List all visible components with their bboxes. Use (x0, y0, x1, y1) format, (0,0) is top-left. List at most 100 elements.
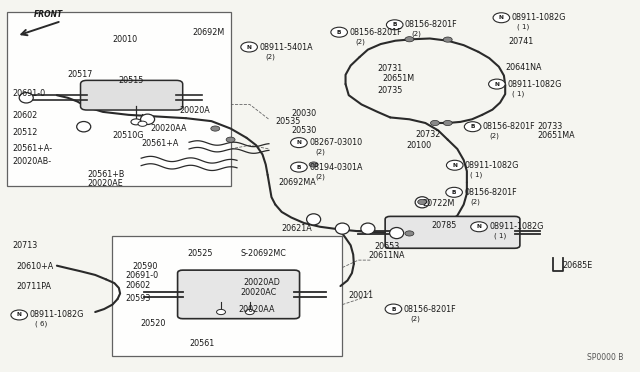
Text: 20512: 20512 (12, 128, 38, 137)
Text: (2): (2) (410, 315, 420, 321)
Text: 20651M: 20651M (383, 74, 415, 83)
Text: 20610+A: 20610+A (17, 262, 54, 271)
Ellipse shape (141, 114, 155, 125)
Text: B: B (392, 22, 397, 27)
Text: 20722M: 20722M (422, 199, 454, 208)
Text: 08156-8201F: 08156-8201F (405, 20, 458, 29)
Text: N: N (296, 140, 301, 145)
Text: 08911-1082G: 08911-1082G (29, 311, 84, 320)
Text: N: N (452, 163, 457, 168)
Text: B: B (391, 307, 396, 311)
Circle shape (405, 231, 414, 236)
Text: 20561+A: 20561+A (141, 139, 179, 148)
Text: 20525: 20525 (187, 249, 212, 258)
Text: 20561: 20561 (189, 339, 215, 348)
Text: 20593: 20593 (126, 294, 151, 303)
Text: 20685E: 20685E (563, 261, 593, 270)
Text: ( 1): ( 1) (470, 171, 483, 178)
Text: 20020AC: 20020AC (241, 288, 277, 297)
Text: 20020AA: 20020AA (151, 124, 188, 133)
Text: 20711PA: 20711PA (17, 282, 52, 291)
Text: 20515: 20515 (119, 76, 144, 85)
Text: 20741: 20741 (508, 37, 534, 46)
Text: 20020AE: 20020AE (87, 179, 123, 188)
Ellipse shape (385, 304, 402, 314)
Ellipse shape (447, 160, 463, 170)
Text: N: N (499, 15, 504, 20)
Circle shape (418, 199, 427, 205)
Text: 20561+A-: 20561+A- (12, 144, 52, 153)
Text: 20731: 20731 (378, 64, 403, 73)
Text: (2): (2) (356, 38, 365, 45)
Ellipse shape (446, 187, 463, 197)
Text: 20785: 20785 (432, 221, 457, 230)
Text: N: N (477, 224, 481, 229)
Text: 20692MA: 20692MA (278, 178, 316, 187)
Text: 20520: 20520 (140, 319, 165, 328)
Circle shape (405, 37, 414, 42)
Text: 08911-1082G: 08911-1082G (465, 161, 519, 170)
Circle shape (444, 37, 452, 42)
Text: N: N (17, 312, 22, 317)
Text: 08911-1082G: 08911-1082G (511, 13, 566, 22)
Text: FRONT: FRONT (34, 10, 63, 19)
Text: (2): (2) (412, 31, 421, 37)
Text: ( 1): ( 1) (516, 23, 529, 30)
Text: 20510G: 20510G (113, 131, 144, 141)
Ellipse shape (77, 122, 91, 132)
Text: 20602: 20602 (12, 111, 37, 120)
Text: 08267-03010: 08267-03010 (309, 138, 362, 147)
Circle shape (309, 162, 318, 167)
Text: 20691-0: 20691-0 (126, 271, 159, 280)
Text: B: B (297, 164, 301, 170)
Text: 20692M: 20692M (192, 28, 225, 37)
Text: 20590: 20590 (132, 262, 157, 271)
Circle shape (131, 119, 141, 125)
Circle shape (444, 121, 452, 126)
Text: 20735: 20735 (378, 86, 403, 95)
Text: S-20692MC: S-20692MC (241, 249, 287, 258)
Text: 20100: 20100 (406, 141, 431, 151)
Text: B: B (470, 124, 475, 129)
Text: (2): (2) (470, 198, 481, 205)
FancyBboxPatch shape (385, 217, 520, 248)
Text: 20691-0: 20691-0 (12, 89, 45, 98)
Text: 20530: 20530 (291, 126, 317, 135)
Ellipse shape (488, 79, 505, 89)
FancyBboxPatch shape (81, 80, 182, 110)
Ellipse shape (241, 42, 257, 52)
Text: 20651MA: 20651MA (537, 131, 575, 141)
Text: (2): (2) (315, 173, 324, 180)
Text: (2): (2) (266, 54, 276, 60)
Ellipse shape (470, 222, 487, 232)
Circle shape (216, 310, 225, 315)
Text: 20653: 20653 (374, 241, 399, 250)
FancyBboxPatch shape (7, 12, 230, 186)
Ellipse shape (390, 228, 404, 238)
Circle shape (226, 137, 235, 142)
Text: 20621A: 20621A (282, 224, 312, 233)
Text: 08156-8201F: 08156-8201F (404, 305, 456, 314)
Text: N: N (246, 45, 252, 49)
Ellipse shape (291, 138, 307, 148)
Circle shape (245, 310, 254, 315)
Text: B: B (337, 30, 341, 35)
Text: 08911-1082G: 08911-1082G (507, 80, 561, 89)
Text: 20602: 20602 (126, 281, 151, 290)
Ellipse shape (415, 197, 429, 208)
Ellipse shape (493, 13, 509, 23)
Ellipse shape (361, 223, 375, 234)
Text: SP0000 B: SP0000 B (587, 353, 623, 362)
Text: (2): (2) (489, 133, 499, 139)
Text: 20561+B: 20561+B (87, 170, 124, 179)
Text: N: N (495, 81, 499, 87)
Ellipse shape (307, 214, 321, 225)
FancyBboxPatch shape (177, 270, 300, 319)
Ellipse shape (291, 162, 307, 172)
Text: 20010: 20010 (113, 35, 138, 44)
Text: 20020AB-: 20020AB- (12, 157, 51, 166)
Text: 20020A: 20020A (179, 106, 211, 115)
Text: B: B (452, 190, 456, 195)
Ellipse shape (335, 223, 349, 234)
Circle shape (138, 121, 147, 126)
